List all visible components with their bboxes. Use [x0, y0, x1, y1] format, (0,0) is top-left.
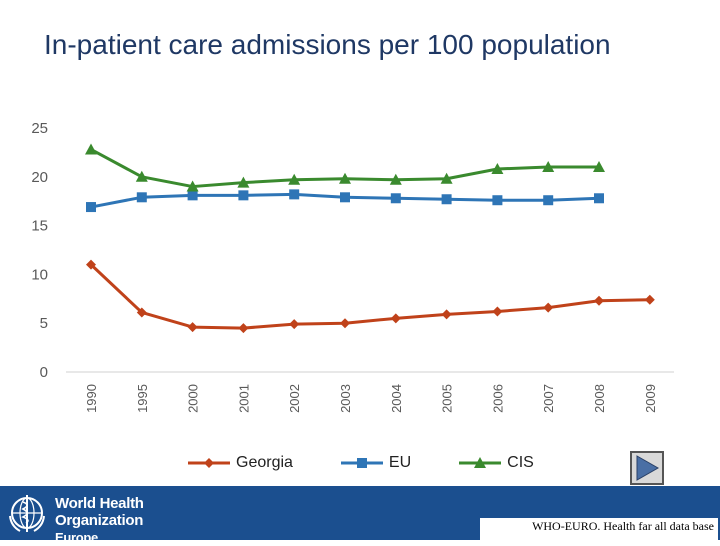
org-line-3: Europe	[55, 530, 98, 545]
source-box	[480, 518, 718, 540]
data-point-eu	[492, 195, 503, 206]
data-point-cis	[85, 143, 97, 155]
legend-label-cis: CIS	[507, 454, 534, 471]
data-point-georgia	[441, 309, 452, 320]
x-tick-label: 2001	[236, 384, 251, 413]
x-tick-label: 2006	[490, 384, 505, 413]
chart-legend: Georgia EU CIS	[186, 452, 580, 474]
y-tick-label: 25	[31, 120, 48, 137]
data-point-cis	[491, 162, 504, 174]
data-point-georgia	[644, 294, 655, 305]
data-point-eu	[441, 194, 452, 205]
data-point-georgia	[238, 323, 249, 334]
x-tick-label: 2003	[338, 384, 353, 413]
data-point-georgia	[390, 313, 401, 324]
data-point-georgia	[187, 322, 198, 333]
x-tick-label: 1990	[84, 384, 99, 413]
who-emblem-icon	[9, 495, 45, 532]
series-line-georgia	[89, 263, 650, 330]
legend-swatch-georgia	[188, 458, 230, 468]
x-tick-label: 2007	[541, 384, 556, 413]
source-citation: WHO-EURO. Health far all data base	[532, 519, 714, 533]
line-chart: 0 5 10 15 20 25 1990 1995 2000 2001 2002 2003 2004 20…	[31, 120, 674, 413]
data-point-eu	[594, 193, 604, 204]
y-tick-label: 10	[31, 266, 48, 283]
org-line-1: World Health	[55, 495, 144, 512]
legend-item-eu: EU	[339, 454, 411, 472]
data-point-eu	[187, 190, 198, 201]
data-point-eu	[543, 195, 554, 206]
data-point-eu	[390, 193, 401, 204]
data-point-cis	[389, 173, 402, 185]
data-point-georgia	[340, 318, 350, 329]
data-point-georgia	[289, 319, 300, 330]
data-point-cis	[186, 180, 199, 192]
x-tick-label: 2000	[186, 384, 201, 413]
page-title: In-patient care admissions per 100 popul…	[44, 29, 611, 60]
data-point-georgia	[492, 306, 503, 317]
x-tick-label: 2004	[389, 384, 404, 413]
data-point-cis	[135, 170, 148, 182]
x-tick-label: 2002	[287, 384, 302, 413]
organization-name: World Health Organization Europe	[55, 495, 144, 546]
data-point-georgia	[543, 302, 554, 313]
footer-bar: World Health Organization Europe WHO-EUR…	[0, 486, 720, 545]
data-point-eu	[238, 190, 249, 201]
data-point-cis	[237, 176, 250, 188]
data-point-eu	[86, 202, 96, 213]
data-point-georgia	[136, 307, 147, 318]
data-point-cis	[440, 172, 453, 184]
y-tick-label: 5	[40, 315, 48, 332]
legend-item-cis: CIS	[457, 454, 534, 472]
data-point-georgia	[594, 295, 604, 306]
y-tick-label: 15	[31, 218, 48, 235]
data-point-eu	[340, 192, 350, 203]
x-tick-label: 1995	[135, 384, 150, 413]
y-tick-label: 0	[40, 364, 48, 381]
legend-item-georgia: Georgia	[186, 454, 293, 472]
data-point-cis	[593, 161, 605, 173]
legend-label-eu: EU	[388, 454, 412, 471]
data-point-cis	[339, 172, 351, 184]
org-line-2: Organization	[55, 512, 144, 529]
x-tick-label: 2008	[592, 384, 607, 413]
legend-swatch-eu	[340, 458, 383, 468]
data-point-cis	[542, 161, 555, 173]
data-point-cis	[288, 173, 301, 185]
x-tick-label: 2009	[643, 384, 658, 413]
y-tick-label: 20	[31, 169, 48, 186]
data-point-eu	[289, 189, 300, 200]
legend-swatch-cis	[459, 457, 502, 468]
legend-label-georgia: Georgia	[236, 454, 293, 471]
data-point-eu	[136, 192, 147, 203]
next-slide-button[interactable]	[630, 451, 664, 485]
x-tick-label: 2005	[440, 384, 455, 413]
data-point-georgia	[86, 259, 96, 270]
play-icon	[636, 455, 660, 481]
